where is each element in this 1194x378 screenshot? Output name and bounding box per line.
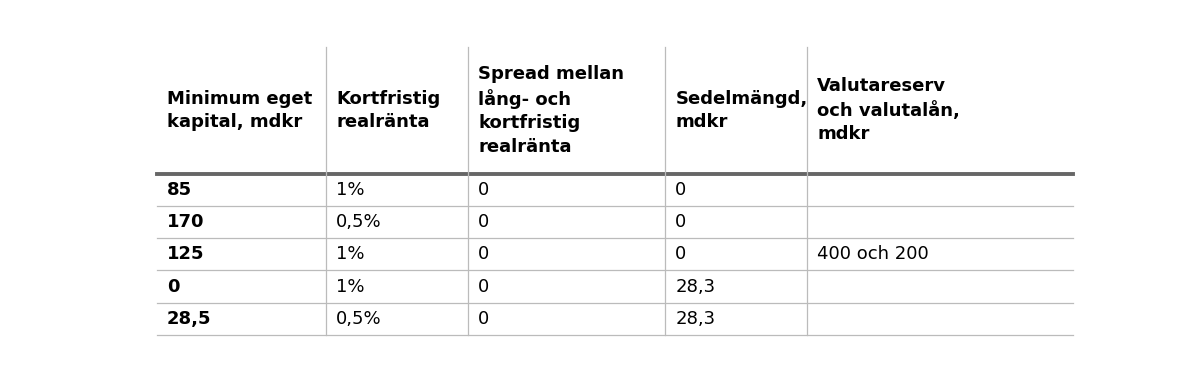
Text: 0: 0 xyxy=(479,213,490,231)
Text: 1%: 1% xyxy=(337,181,365,199)
Text: 28,3: 28,3 xyxy=(676,277,715,296)
Text: 1%: 1% xyxy=(337,245,365,263)
Text: Valutareserv
och valutalån,
mdkr: Valutareserv och valutalån, mdkr xyxy=(817,77,960,143)
Text: 0: 0 xyxy=(676,181,687,199)
Text: 0: 0 xyxy=(479,181,490,199)
Text: Minimum eget
kapital, mdkr: Minimum eget kapital, mdkr xyxy=(167,90,312,131)
Text: 0: 0 xyxy=(167,277,179,296)
Text: 85: 85 xyxy=(167,181,192,199)
Text: 400 och 200: 400 och 200 xyxy=(817,245,929,263)
Text: 0: 0 xyxy=(676,213,687,231)
Text: 0,5%: 0,5% xyxy=(337,213,382,231)
Text: 0: 0 xyxy=(676,245,687,263)
Text: 0: 0 xyxy=(479,277,490,296)
Text: 28,3: 28,3 xyxy=(676,310,715,328)
Text: 0: 0 xyxy=(479,245,490,263)
Text: 1%: 1% xyxy=(337,277,365,296)
Text: 125: 125 xyxy=(167,245,204,263)
Text: 170: 170 xyxy=(167,213,204,231)
Text: Sedelmängd,
mdkr: Sedelmängd, mdkr xyxy=(676,90,807,131)
Text: Spread mellan
lång- och
kortfristig
realränta: Spread mellan lång- och kortfristig real… xyxy=(479,65,624,156)
Text: Kortfristig
realränta: Kortfristig realränta xyxy=(337,90,441,131)
Text: 0: 0 xyxy=(479,310,490,328)
Text: 28,5: 28,5 xyxy=(167,310,211,328)
Text: 0,5%: 0,5% xyxy=(337,310,382,328)
